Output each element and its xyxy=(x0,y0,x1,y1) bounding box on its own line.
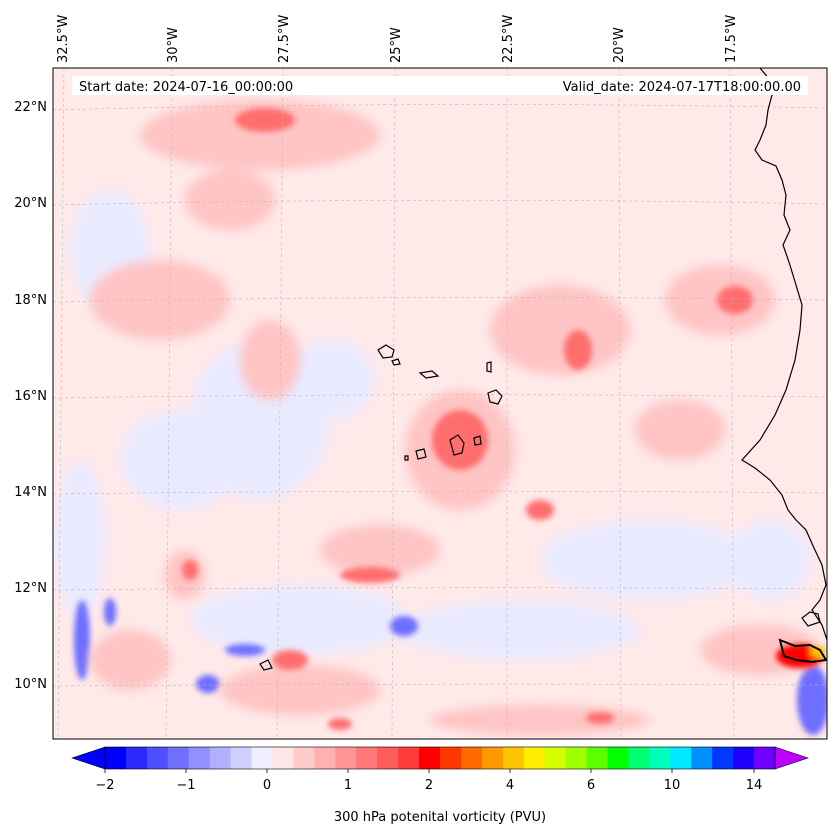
island-fogo xyxy=(415,448,427,460)
colorbar-segment xyxy=(146,747,169,769)
colorbar-segment xyxy=(293,747,315,769)
bissagos-coast xyxy=(801,611,821,627)
lon-label-25w: 25°W xyxy=(389,27,404,63)
cb-tick-6: 6 xyxy=(587,778,595,793)
colorbar-outline xyxy=(104,746,776,770)
lon-label-27-5w: 27.5°W xyxy=(277,15,292,63)
colorbar-segment xyxy=(125,747,148,769)
colorbar-segment xyxy=(105,747,127,769)
lat-labels: 22°N 20°N 18°N 16°N 14°N 12°N 10°N xyxy=(14,100,47,692)
colorbar-segment xyxy=(356,747,378,769)
colorbar-ticks xyxy=(104,769,755,773)
island-santo-antao xyxy=(377,344,395,359)
map-border xyxy=(52,67,828,740)
colorbar-segment xyxy=(167,747,190,769)
coastline xyxy=(259,68,827,671)
colorbar-segment xyxy=(272,747,295,769)
lon-label-17-5w: 17.5°W xyxy=(724,15,739,63)
lat-label-20n: 20°N xyxy=(14,196,47,211)
colorbar-segment xyxy=(502,747,525,769)
map-frame: Start date: 2024-07-16_00:00:00 Valid_da… xyxy=(14,15,828,740)
colorbar-segment xyxy=(188,747,211,769)
island-maio xyxy=(473,435,482,446)
colorbar-segment xyxy=(251,747,274,769)
colorbar-segment xyxy=(691,747,713,769)
island-brava xyxy=(404,455,409,461)
island-boa-vista xyxy=(487,389,503,405)
colorbar-segment xyxy=(754,747,776,769)
colorbar-high-extension xyxy=(774,746,809,770)
colorbar-segment xyxy=(628,747,650,769)
lon-label-22-5w: 22.5°W xyxy=(501,15,516,63)
colorbar-segments xyxy=(105,747,776,769)
cb-tick-10: 10 xyxy=(664,778,681,793)
colorbar: −2 −1 0 1 2 4 6 10 14 300 hPa potenital … xyxy=(71,746,809,825)
start-date-label: Start date: 2024-07-16_00:00:00 xyxy=(79,80,293,95)
lon-label-20w: 20°W xyxy=(612,27,627,63)
lat-label-10n: 10°N xyxy=(14,677,47,692)
gridlines xyxy=(53,68,827,739)
lat-label-18n: 18°N xyxy=(14,293,47,308)
negative-pv-areas xyxy=(55,190,810,660)
colorbar-segment xyxy=(377,747,399,769)
colorbar-segment xyxy=(544,747,567,769)
colorbar-segment xyxy=(419,747,441,769)
lat-label-16n: 16°N xyxy=(14,389,47,404)
africa-coastline xyxy=(741,68,827,641)
strong-negative-pv-areas xyxy=(74,598,827,735)
colorbar-segment xyxy=(335,747,357,769)
colorbar-title: 300 hPa potenital vorticity (PVU) xyxy=(334,810,546,825)
info-bar xyxy=(72,76,808,95)
island-sal xyxy=(486,361,492,373)
colorbar-segment xyxy=(712,747,734,769)
cb-tick-4: 4 xyxy=(506,778,514,793)
island-sao-vicente xyxy=(391,358,401,366)
colorbar-segment xyxy=(460,747,483,769)
cb-tick-2: 2 xyxy=(425,778,433,793)
small-island-south xyxy=(259,659,273,671)
lat-label-22n: 22°N xyxy=(14,100,47,115)
guinea-coast xyxy=(778,638,827,664)
colorbar-low-extension xyxy=(71,746,106,770)
cb-tick-neg2: −2 xyxy=(95,778,114,793)
island-santiago xyxy=(449,434,465,456)
colorbar-segment xyxy=(523,747,546,769)
positive-pv-areas xyxy=(90,100,820,735)
island-sao-nicolau xyxy=(418,370,440,379)
cb-tick-1: 1 xyxy=(344,778,352,793)
pv-shading xyxy=(55,100,827,735)
colorbar-segment xyxy=(565,747,588,769)
lat-label-12n: 12°N xyxy=(14,581,47,596)
colorbar-segment xyxy=(649,747,671,769)
colorbar-segment xyxy=(670,747,692,769)
lon-labels: 32.5°W 30°W 27.5°W 25°W 22.5°W 20°W 17.5… xyxy=(56,15,739,63)
lon-label-32-5w: 32.5°W xyxy=(56,15,71,63)
colorbar-segment xyxy=(440,747,462,769)
valid-date-label: Valid_date: 2024-07-17T18:00:00.00 xyxy=(563,80,801,95)
lat-label-14n: 14°N xyxy=(14,485,47,500)
colorbar-segment xyxy=(314,747,336,769)
strong-positive-pv-areas xyxy=(182,108,753,730)
cb-tick-14: 14 xyxy=(746,778,763,793)
colorbar-segment xyxy=(209,747,232,769)
cb-tick-0: 0 xyxy=(263,778,271,793)
colorbar-segment xyxy=(607,747,630,769)
colorbar-segment xyxy=(481,747,504,769)
cb-tick-neg1: −1 xyxy=(176,778,195,793)
colorbar-tick-labels: −2 −1 0 1 2 4 6 10 14 xyxy=(95,778,762,793)
colorbar-segment xyxy=(733,747,755,769)
colorbar-segment xyxy=(230,747,253,769)
colorbar-segment xyxy=(586,747,609,769)
colorbar-segment xyxy=(398,747,420,769)
lon-label-30w: 30°W xyxy=(166,27,181,63)
